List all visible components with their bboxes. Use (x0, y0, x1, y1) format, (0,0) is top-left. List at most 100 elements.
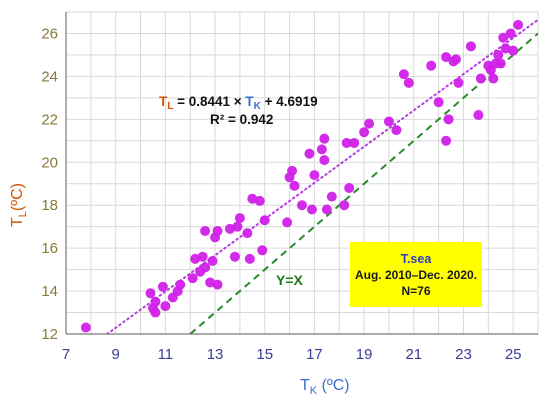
info-title: T.sea (400, 251, 432, 266)
data-point (297, 200, 307, 211)
data-point (344, 183, 355, 194)
data-point (232, 221, 243, 232)
data-point (316, 144, 327, 155)
data-point (212, 279, 223, 290)
data-point (207, 256, 218, 267)
y-tick-label: 12 (41, 326, 58, 343)
data-point (383, 116, 394, 127)
data-point (289, 180, 300, 191)
data-point (257, 245, 268, 256)
data-point (465, 41, 476, 52)
y-axis-title: TL(ºC) (9, 183, 29, 227)
data-point (495, 58, 506, 69)
y-tick-label: 14 (41, 283, 58, 300)
data-point (234, 213, 245, 224)
data-point (364, 118, 375, 129)
data-point (505, 28, 516, 39)
y-tick-label: 18 (41, 197, 58, 214)
data-point (287, 165, 298, 176)
data-point (513, 19, 524, 30)
data-point (443, 114, 454, 125)
data-point (80, 322, 91, 333)
x-tick-label: 25 (505, 346, 522, 363)
data-point (498, 32, 509, 43)
data-point (157, 281, 168, 292)
data-point (175, 279, 186, 290)
data-point (321, 204, 332, 215)
data-point (508, 45, 519, 56)
x-axis-letter: T (300, 377, 310, 394)
data-point (304, 148, 315, 159)
data-point (475, 73, 486, 84)
y-tick-label: 20 (41, 154, 58, 171)
x-tick-label: 17 (306, 346, 323, 363)
data-point (339, 200, 350, 211)
y-tick-label: 22 (41, 111, 58, 128)
x-tick-label: 21 (405, 346, 422, 363)
data-point (254, 195, 265, 206)
eq-tl-sub: L (167, 101, 173, 112)
axes (65, 12, 538, 335)
data-point (349, 137, 360, 148)
data-point (398, 69, 409, 80)
data-point (441, 135, 452, 146)
x-axis-unit: (ºC) (317, 377, 350, 394)
y-tick-label: 26 (41, 25, 58, 42)
data-point (309, 170, 320, 181)
data-point (160, 301, 171, 312)
y-tick-labels: 12 14 16 18 20 22 24 26 (41, 25, 58, 343)
data-point (488, 73, 499, 84)
x-tick-label: 7 (62, 346, 70, 363)
x-tick-label: 9 (112, 346, 120, 363)
data-point (319, 155, 330, 166)
data-point (319, 133, 330, 144)
info-period: Aug. 2010–Dec. 2020. (354, 267, 478, 282)
info-count: N=76 (401, 283, 431, 298)
data-point (341, 137, 352, 148)
data-point (451, 54, 462, 65)
data-point (306, 204, 317, 215)
data-point (326, 191, 337, 202)
data-point (200, 262, 211, 273)
eq-tl-letter: T (159, 94, 168, 109)
data-point (282, 217, 293, 228)
data-point (441, 52, 452, 63)
data-point (242, 228, 253, 239)
data-point (197, 251, 208, 262)
x-tick-labels: 7 9 11 13 15 17 19 21 23 25 (62, 346, 522, 363)
data-point (145, 288, 156, 299)
data-point (244, 253, 255, 264)
data-point (493, 49, 504, 60)
data-point (403, 77, 414, 88)
regression-line (106, 18, 538, 334)
data-point (359, 127, 370, 138)
identity-line-label: Y=X (276, 272, 304, 288)
eq-tail: + 4.6919 (261, 94, 318, 109)
x-tick-label: 19 (356, 346, 373, 363)
eq-tk-sub: K (254, 101, 262, 112)
data-point (229, 251, 240, 262)
y-tick-label: 16 (41, 240, 58, 257)
y-axis-unit: (ºC) (9, 183, 26, 211)
data-point (433, 97, 444, 108)
data-point (187, 273, 198, 284)
data-point (150, 296, 161, 307)
data-point (426, 60, 437, 71)
y-axis-sub: L (17, 211, 29, 217)
data-point (473, 110, 484, 121)
x-axis-sub: K (310, 385, 318, 397)
data-point (212, 225, 223, 236)
info-box: T.sea Aug. 2010–Dec. 2020. N=76 (350, 242, 482, 307)
x-tick-label: 23 (455, 346, 472, 363)
y-tick-label: 24 (41, 68, 58, 85)
identity-line (189, 32, 538, 334)
r-squared: R² = 0.942 (210, 112, 273, 127)
regression-equation: TL = 0.8441 × TK + 4.6919 (159, 94, 318, 112)
eq-mid: = 0.8441 × (173, 94, 245, 109)
reference-lines (106, 18, 538, 334)
data-point (391, 125, 402, 136)
eq-tk-letter: T (245, 94, 254, 109)
x-axis-title: TK (ºC) (300, 377, 350, 397)
y-axis-letter: T (9, 217, 26, 227)
data-points (80, 19, 524, 333)
